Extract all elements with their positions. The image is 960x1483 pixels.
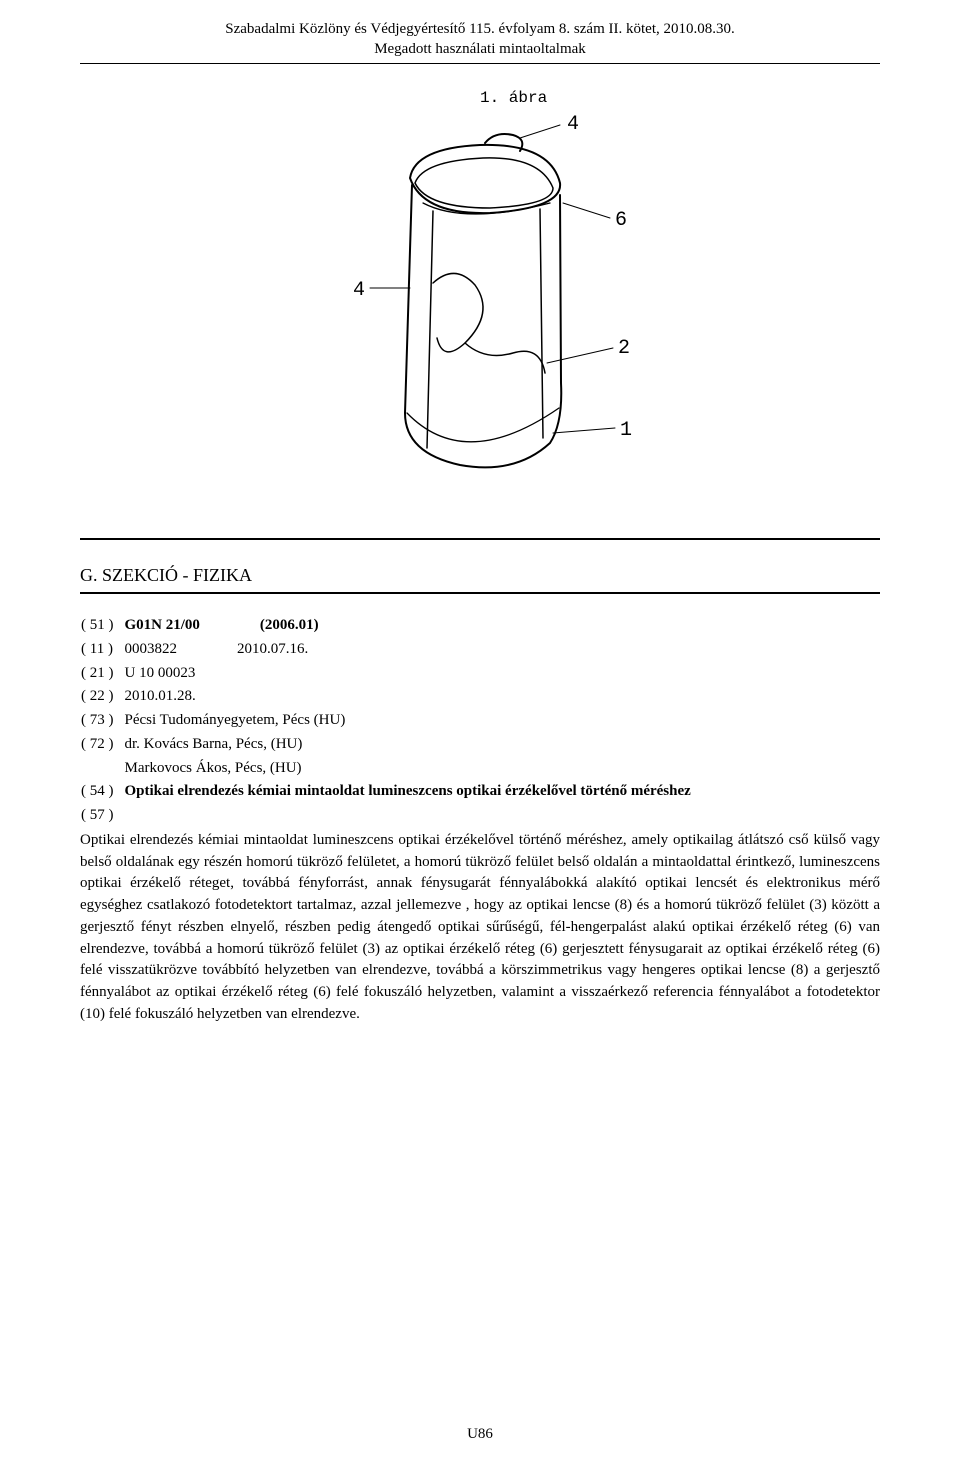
field-row: Markovocs Ákos, Pécs, (HU)	[80, 757, 692, 781]
field-code: ( 73 )	[80, 709, 124, 733]
section-rule	[80, 592, 880, 594]
field-row: ( 73 )Pécsi Tudományegyetem, Pécs (HU)	[80, 709, 692, 733]
field-value: dr. Kovács Barna, Pécs, (HU)	[124, 733, 692, 757]
field-value: Pécsi Tudományegyetem, Pécs (HU)	[124, 709, 692, 733]
page-footer: U86	[80, 1426, 880, 1443]
field-row: ( 51 )G01N 21/00(2006.01)	[80, 614, 692, 638]
field-value: 2010.01.28.	[124, 685, 692, 709]
mid-rule	[80, 538, 880, 540]
field-code: ( 21 )	[80, 662, 124, 686]
field-value: U 10 00023	[124, 662, 692, 686]
abstract-text: Optikai elrendezés kémiai mintaoldat lum…	[80, 830, 880, 1026]
figure-svg: 4 6 4 2 1	[80, 113, 880, 508]
field-code: ( 54 )	[80, 780, 124, 804]
field-row: ( 54 )Optikai elrendezés kémiai mintaold…	[80, 780, 692, 804]
field-row: ( 72 )dr. Kovács Barna, Pécs, (HU)	[80, 733, 692, 757]
field-code	[80, 757, 124, 781]
field-value: Markovocs Ákos, Pécs, (HU)	[124, 757, 692, 781]
field-row: ( 21 )U 10 00023	[80, 662, 692, 686]
figure-label-right-upper: 6	[615, 209, 627, 232]
field-row: ( 11 )00038222010.07.16.	[80, 638, 692, 662]
field-row: ( 57 )	[80, 804, 692, 828]
section-title: G. SZEKCIÓ - FIZIKA	[80, 565, 880, 586]
field-code: ( 22 )	[80, 685, 124, 709]
header-line-1: Szabadalmi Közlöny és Védjegyértesítő 11…	[80, 20, 880, 40]
field-code: ( 11 )	[80, 638, 124, 662]
figure-label-top: 4	[567, 113, 579, 136]
figure-label-left: 4	[353, 279, 365, 302]
figure-label-right-mid: 2	[618, 337, 630, 360]
page: Szabadalmi Közlöny és Védjegyértesítő 11…	[0, 0, 960, 1483]
field-code: ( 51 )	[80, 614, 124, 638]
patent-fields-table: ( 51 )G01N 21/00(2006.01)( 11 )000382220…	[80, 614, 692, 828]
figure-label-right-lower: 1	[620, 419, 632, 442]
figure-block: 1. ábra	[80, 89, 880, 508]
field-value: 00038222010.07.16.	[124, 638, 692, 662]
field-code: ( 72 )	[80, 733, 124, 757]
field-value: Optikai elrendezés kémiai mintaoldat lum…	[124, 780, 692, 804]
header-line-2: Megadott használati mintaoltalmak	[80, 40, 880, 60]
container-drawing: 4 6 4 2 1	[315, 113, 645, 503]
field-value: G01N 21/00(2006.01)	[124, 614, 692, 638]
field-code: ( 57 )	[80, 804, 124, 828]
page-header: Szabadalmi Közlöny és Védjegyértesítő 11…	[80, 20, 880, 59]
field-value	[124, 804, 692, 828]
figure-caption: 1. ábra	[480, 89, 880, 107]
header-rule	[80, 63, 880, 64]
field-row: ( 22 )2010.01.28.	[80, 685, 692, 709]
